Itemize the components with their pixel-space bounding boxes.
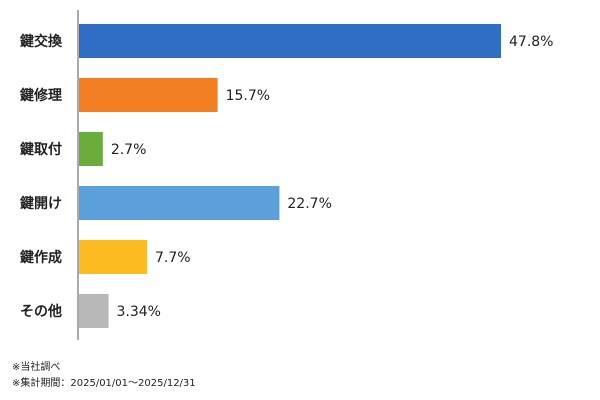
category-label: 鍵開け [20, 195, 62, 212]
category-label: その他 [20, 303, 62, 320]
category-label: 鍵作成 [20, 249, 62, 266]
value-label: 47.8% [509, 34, 553, 50]
bar [79, 240, 147, 274]
category-label: 鍵修理 [20, 87, 62, 104]
value-label: 22.7% [287, 196, 331, 212]
value-label: 2.7% [111, 142, 147, 158]
value-label: 3.34% [116, 304, 160, 320]
bar [79, 186, 280, 220]
bar-chart: 鍵交換 47.8% 鍵修理 15.7% 鍵取付 2.7% 鍵開け 22.7% 鍵作成 7.7% その… [20, 10, 553, 340]
note-period: ※集計期間：2025/01/01～2025/12/31 [12, 378, 196, 389]
chart-notes: ※当社調べ ※集計期間：2025/01/01～2025/12/31 [12, 360, 196, 392]
value-label: 15.7% [226, 88, 270, 104]
category-label: 鍵取付 [20, 141, 62, 158]
bar [79, 294, 109, 328]
category-label: 鍵交換 [20, 33, 63, 50]
bar [79, 78, 218, 112]
bar [79, 24, 501, 58]
value-label: 7.7% [155, 250, 191, 266]
bar [79, 132, 103, 166]
note-source: ※当社調べ [12, 362, 61, 373]
